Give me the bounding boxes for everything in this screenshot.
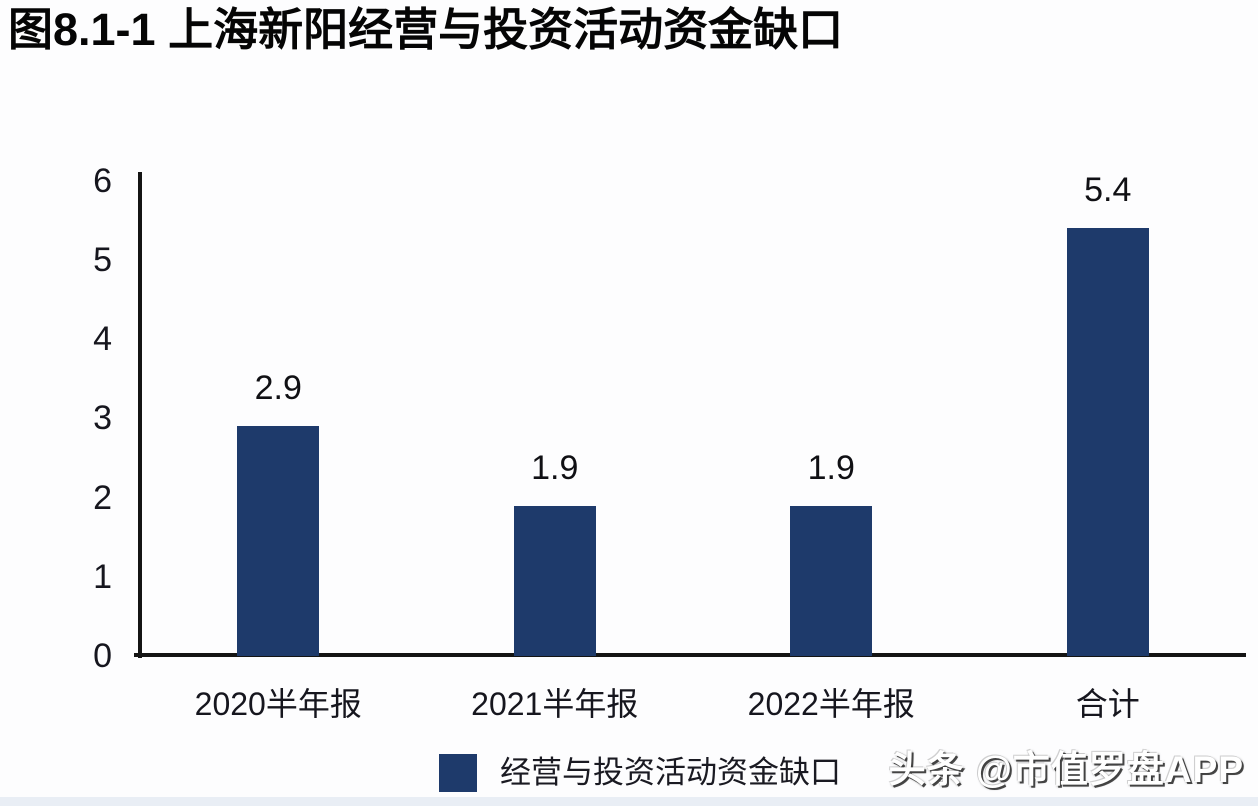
bar-value-label: 1.9 [807, 448, 855, 487]
x-category-label: 2020半年报 [194, 686, 362, 722]
y-axis-line [138, 172, 142, 658]
bar-value-label: 5.4 [1084, 171, 1132, 210]
bar-value-label: 2.9 [254, 369, 302, 408]
x-axis-line [134, 653, 1246, 657]
chart-title: 图8.1-1 上海新阳经营与投资活动资金缺口 [8, 4, 844, 55]
bar [237, 426, 320, 656]
bottom-strip [0, 797, 1258, 806]
bar [1066, 228, 1149, 656]
bar [790, 505, 873, 656]
y-tick-label: 3 [93, 399, 112, 438]
legend-label: 经营与投资活动资金缺口 [500, 755, 841, 790]
legend: 经营与投资活动资金缺口 [439, 753, 841, 793]
x-category-label: 2021半年报 [471, 686, 639, 722]
x-category-label: 2022半年报 [747, 686, 915, 722]
watermark-text: 头条 @市值罗盘APP [888, 749, 1244, 790]
bar-value-label: 1.9 [531, 448, 579, 487]
x-category-label: 合计 [1075, 686, 1140, 722]
bar [513, 505, 596, 656]
watermark: 头条 @市值罗盘APP [889, 748, 1244, 792]
y-tick-label: 4 [93, 320, 112, 359]
y-tick-label: 1 [93, 557, 112, 596]
y-tick-label: 5 [93, 241, 112, 279]
y-tick-label: 2 [93, 478, 112, 517]
legend-swatch [439, 754, 477, 792]
y-tick-label: 6 [93, 161, 112, 200]
y-tick-label: 0 [93, 637, 112, 675]
